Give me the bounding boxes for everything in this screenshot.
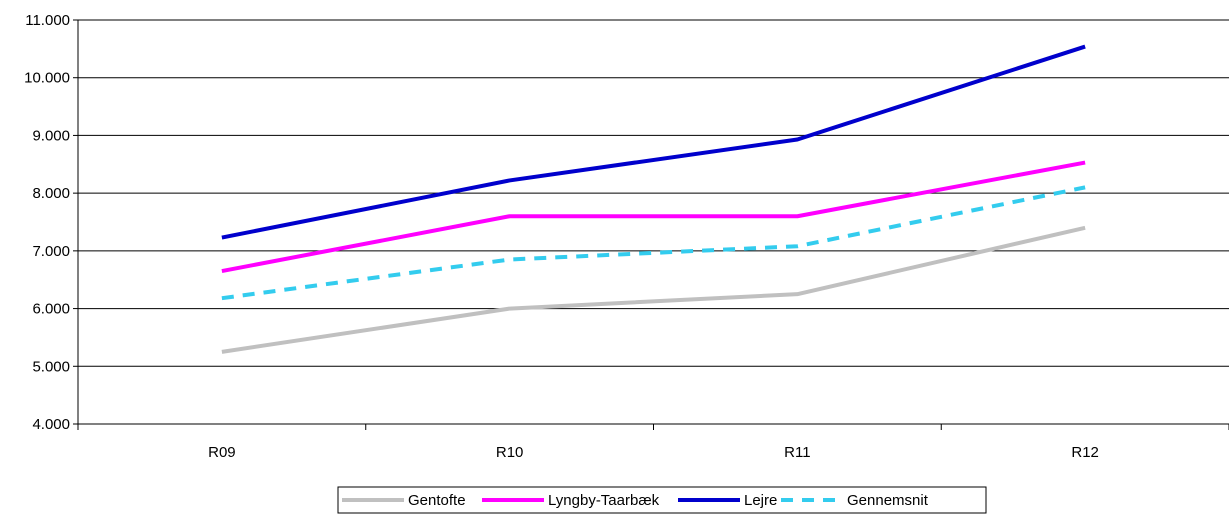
legend-label: Lejre	[744, 492, 777, 509]
y-tick-label: 11.000	[25, 12, 70, 29]
legend: Gentofte Lyngby-Taarbæk Lejre Gennemsnit	[337, 486, 987, 514]
gridlines	[78, 19, 1229, 425]
x-tick-label: R11	[784, 444, 810, 461]
series-line-lejre	[221, 44, 1086, 240]
x-tick-label: R10	[496, 444, 524, 461]
series-line-gentofte	[221, 225, 1086, 354]
y-tick-label: 6.000	[32, 301, 70, 318]
series-lines	[221, 44, 1086, 354]
x-axis: R09 R10 R11 R12	[77, 424, 1229, 461]
y-tick-label: 9.000	[32, 127, 70, 144]
y-tick-label: 5.000	[32, 358, 70, 375]
y-tick-label: 4.000	[32, 416, 70, 433]
y-axis: 4.000 5.000 6.000 7.000 8.000 9.000 10.000 11.0…	[24, 12, 79, 433]
y-tick-label: 7.000	[32, 243, 70, 260]
series-line-gennemsnit	[221, 185, 1086, 301]
series-line-lyngby-taarb-k	[221, 160, 1086, 274]
legend-label: Gentofte	[408, 492, 466, 509]
y-tick-label: 10.000	[24, 70, 70, 87]
legend-label: Gennemsnit	[847, 492, 929, 509]
x-tick-label: R12	[1071, 444, 1099, 461]
legend-label: Lyngby-Taarbæk	[548, 492, 660, 509]
legend-box	[337, 486, 987, 514]
y-tick-label: 8.000	[32, 185, 70, 202]
x-tick-label: R09	[208, 444, 236, 461]
